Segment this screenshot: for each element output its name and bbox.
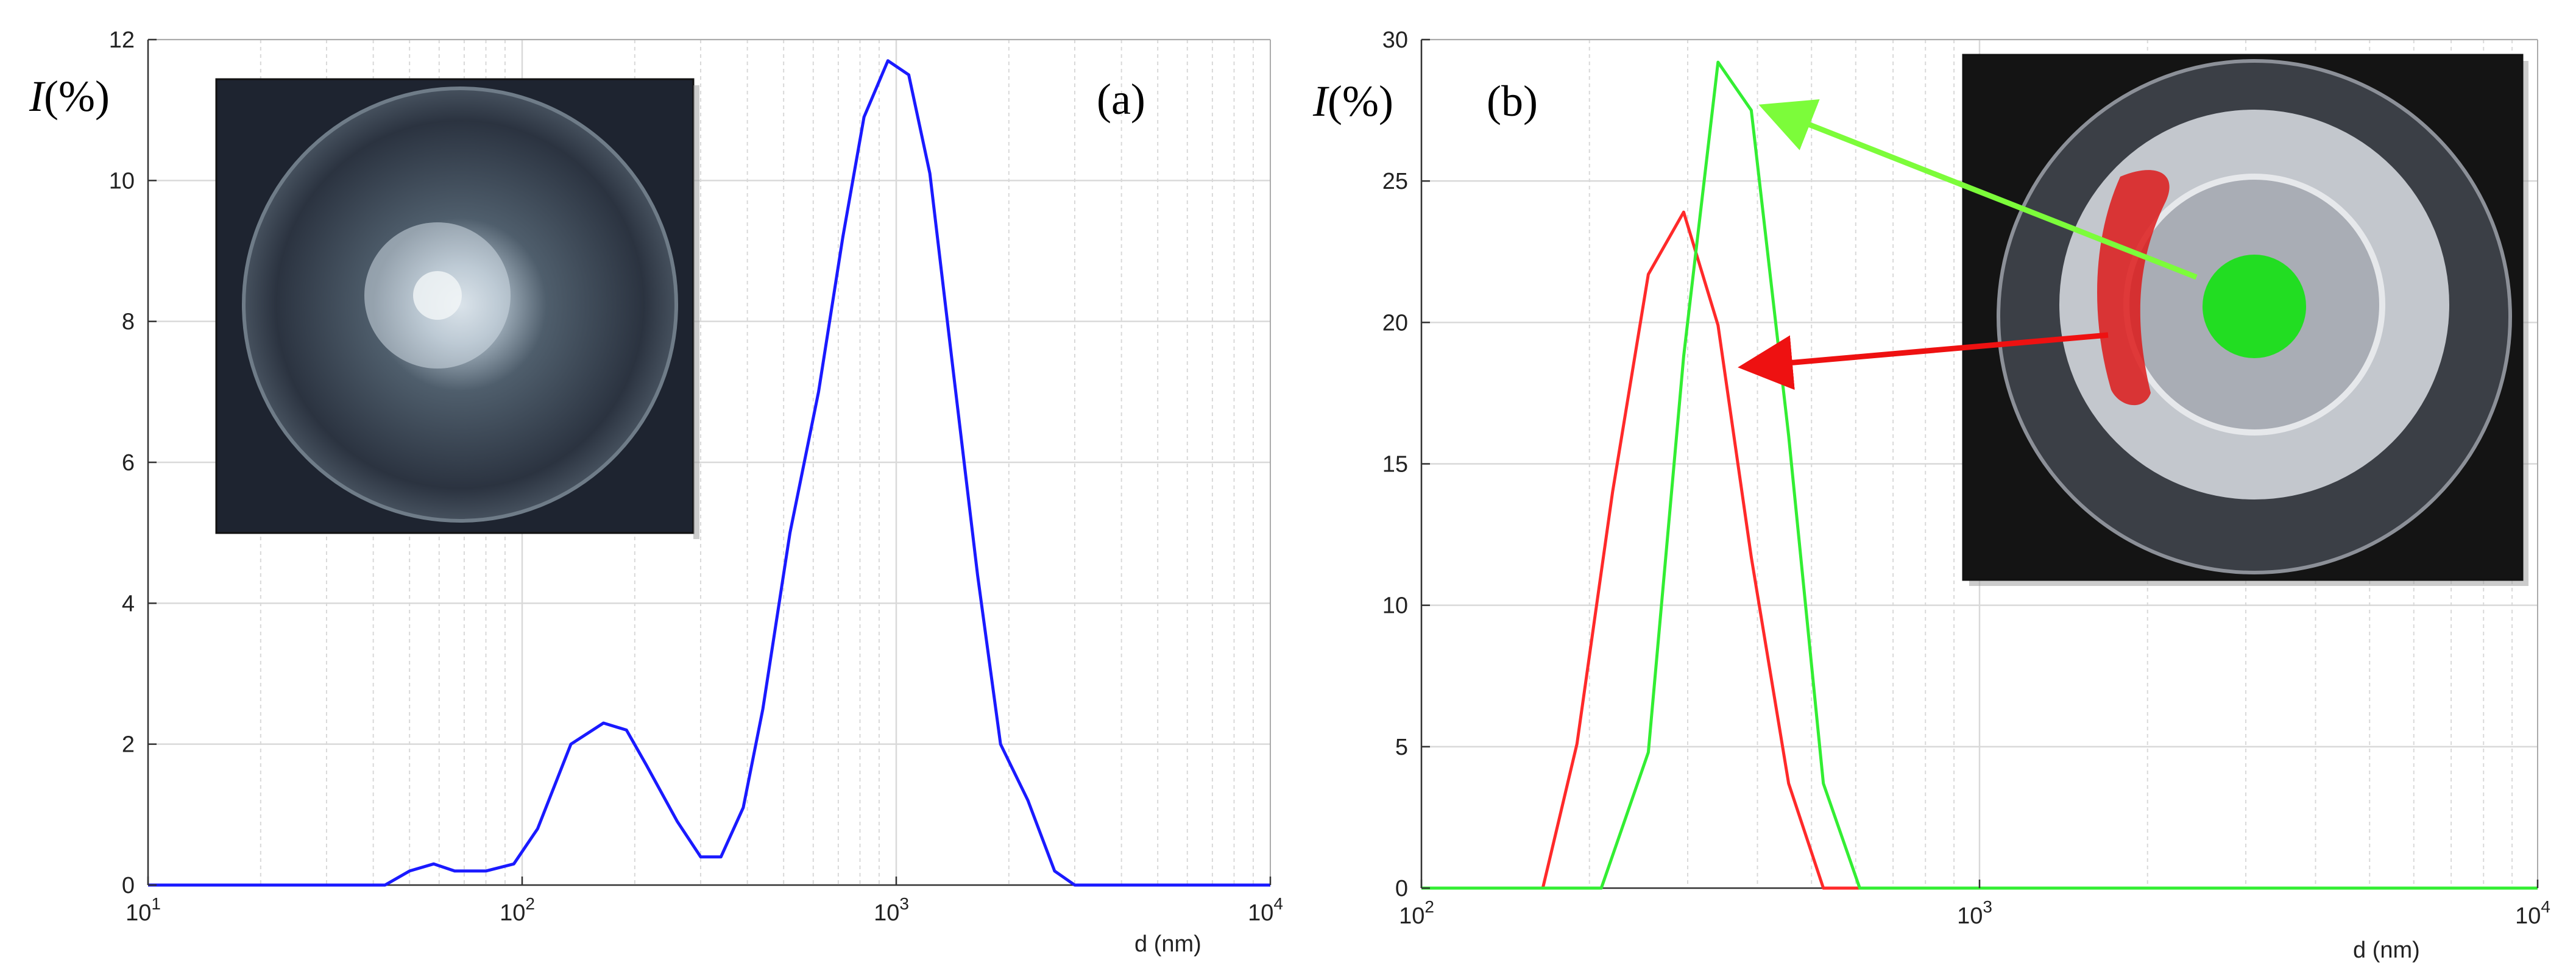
y-axis-label-a: I(%) <box>29 72 110 121</box>
inset-photo-b <box>1738 54 2528 586</box>
x-tick-label: 103 <box>1957 897 1992 929</box>
y-axis-label-italic-b: I <box>1312 77 1329 125</box>
red-arrow <box>1738 332 2109 390</box>
panel-label-a: (a) <box>1097 75 1145 124</box>
y-tick-label: 5 <box>1395 735 1408 760</box>
y-tick-label: 25 <box>1382 169 1408 194</box>
x-tick-label: 104 <box>2515 897 2550 929</box>
panel-label-b: (b) <box>1487 77 1538 125</box>
y-ticks-b: 0 5 10 15 20 25 30 <box>1382 27 1430 902</box>
x-axis-label-b: d (nm) <box>2353 937 2420 963</box>
green-center-region <box>2203 255 2306 358</box>
panel-b: 0 5 10 15 20 25 30 102 103 104 I(%) (b) d (nm) <box>1312 27 2550 963</box>
y-axis-label-rest-a: (%) <box>44 72 110 121</box>
y-tick-label: 20 <box>1382 310 1408 336</box>
y-axis-label-italic-a: I <box>29 72 46 121</box>
series-group-b <box>1421 60 2538 890</box>
green-arrow <box>1758 99 2198 280</box>
y-tick-label: 10 <box>109 168 135 194</box>
x-tick-label: 101 <box>126 894 161 926</box>
y-ticks-a: 0 2 4 6 8 10 12 <box>109 27 157 898</box>
y-tick-label: 6 <box>122 450 135 476</box>
x-tick-label: 103 <box>874 894 909 926</box>
series-group-a <box>148 59 1270 887</box>
series-line-a-1 <box>148 59 1270 887</box>
series-line-b-1 <box>1421 210 2538 890</box>
inset-photo-a <box>215 78 699 539</box>
x-ticks-a: 101 102 103 104 <box>126 877 1283 926</box>
y-axis-label-b: I(%) <box>1312 77 1393 125</box>
y-tick-label: 15 <box>1382 452 1408 478</box>
x-axis-label-a: d (nm) <box>1134 931 1201 957</box>
y-tick-label: 12 <box>109 27 135 53</box>
y-tick-label: 4 <box>122 591 135 616</box>
y-axis-label-rest-b: (%) <box>1328 77 1393 125</box>
y-tick-label: 0 <box>122 873 135 898</box>
red-edge-region <box>2097 170 2170 406</box>
y-tick-label: 2 <box>122 732 135 758</box>
y-tick-label: 0 <box>1395 876 1408 902</box>
y-tick-label: 30 <box>1382 27 1408 53</box>
photo-shadow <box>693 85 699 539</box>
x-ticks-b: 102 103 104 <box>1399 880 2550 929</box>
series-line-b-2 <box>1421 60 2538 890</box>
y-tick-label: 8 <box>122 309 135 335</box>
deposit-core <box>413 271 462 320</box>
x-tick-label: 102 <box>500 894 535 926</box>
x-tick-label: 102 <box>1399 897 1434 929</box>
x-tick-label: 104 <box>1248 894 1283 926</box>
y-tick-label: 10 <box>1382 593 1408 619</box>
panel-a: 0 2 4 6 8 10 12 101 102 103 104 I(%) (a) d (nm) <box>29 27 1283 957</box>
